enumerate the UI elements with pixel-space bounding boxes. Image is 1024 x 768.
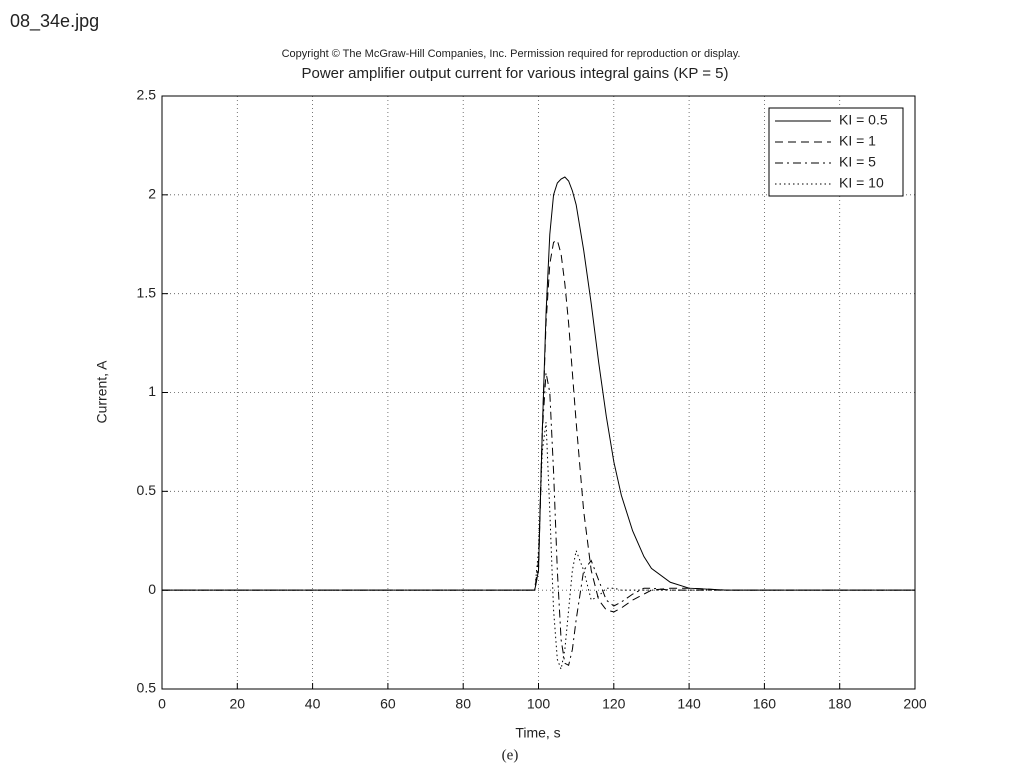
- file-name: 08_34e.jpg: [10, 11, 99, 32]
- x-tick-label: 140: [677, 696, 701, 712]
- x-tick-label: 20: [230, 696, 246, 712]
- y-tick-label: 2.5: [137, 87, 157, 103]
- x-tick-label: 60: [380, 696, 396, 712]
- x-tick-label: 0: [158, 696, 166, 712]
- legend-label: KI = 5: [839, 154, 876, 170]
- plot-frame: [161, 95, 916, 690]
- x-tick-label: 40: [305, 696, 321, 712]
- y-tick-label: 1: [148, 383, 156, 399]
- x-tick-label: 80: [455, 696, 471, 712]
- y-tick-label: 2: [148, 186, 156, 202]
- x-tick-label: 200: [903, 696, 927, 712]
- y-tick-label: 1.5: [137, 284, 157, 300]
- line-series: [162, 239, 915, 613]
- copyright: Copyright © The McGraw-Hill Companies, I…: [282, 48, 741, 60]
- chart-title: Power amplifier output current for vario…: [301, 65, 728, 82]
- x-tick-label: 180: [828, 696, 852, 712]
- y-tick-label: 0: [148, 581, 156, 597]
- legend-label: KI = 10: [839, 175, 884, 191]
- legend-label: KI = 0.5: [839, 112, 888, 128]
- x-tick-label: 160: [753, 696, 777, 712]
- line-series: [162, 372, 915, 667]
- y-tick-label: 0.5: [137, 680, 157, 696]
- y-axis-label: Current, A: [94, 360, 110, 424]
- x-tick-label: 120: [602, 696, 626, 712]
- legend-label: KI = 1: [839, 133, 876, 149]
- legend-box: [768, 107, 904, 197]
- x-axis-label: Time, s: [515, 725, 560, 741]
- y-tick-label: 0.5: [137, 482, 157, 498]
- x-tick-label: 100: [527, 696, 551, 712]
- caption: (e): [502, 747, 519, 763]
- line-series: [162, 176, 915, 591]
